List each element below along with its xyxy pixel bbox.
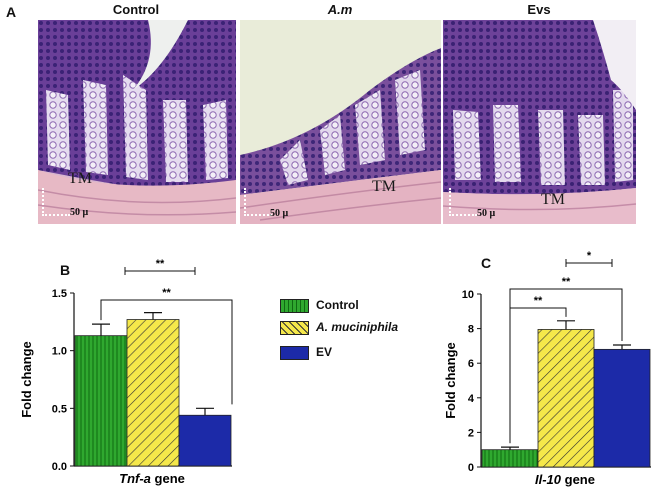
histology-image-evs: TM 50 μ bbox=[443, 20, 636, 224]
histology-drawing-evs bbox=[443, 20, 636, 224]
tissue-label-am: TM bbox=[372, 178, 396, 195]
chart-c-x-axis-suffix: gene bbox=[561, 472, 595, 487]
legend-label-ev: EV bbox=[316, 345, 333, 359]
legend-label-control: Control bbox=[316, 298, 359, 312]
chart-b-y-tick-label: 1.5 bbox=[52, 288, 67, 300]
chart-c-significance-label: ** bbox=[534, 295, 543, 307]
chart-b-significance-label: ** bbox=[156, 258, 165, 270]
panel-b-letter: B bbox=[60, 262, 71, 278]
scale-label-am: 50 μ bbox=[270, 208, 289, 219]
image-title-am: A.m bbox=[327, 2, 353, 17]
legend-swatch-control bbox=[280, 299, 309, 313]
chart-b-y-tick-label: 0.5 bbox=[52, 403, 67, 415]
tissue-label-evs: TM bbox=[541, 191, 565, 208]
scale-bar-evs bbox=[449, 188, 477, 216]
chart-b-y-tick-label: 1.0 bbox=[52, 346, 67, 358]
legend-swatch-akkermansia bbox=[280, 321, 309, 335]
chart-c-y-tick-label: 4 bbox=[468, 393, 475, 405]
scale-bar-control bbox=[42, 188, 70, 216]
chart-c-y-tick-label: 8 bbox=[468, 324, 474, 336]
chart-c-x-axis-gene: Il-10 bbox=[535, 472, 562, 487]
chart-b-y-tick-label: 0.0 bbox=[52, 461, 67, 473]
chart-c-bar-ev bbox=[593, 348, 651, 468]
chart-b-x-axis-label: Tnf-a gene bbox=[119, 471, 185, 486]
chart-c-significance-label: * bbox=[587, 250, 592, 262]
chart-b-significance-bracket bbox=[100, 299, 233, 405]
chart-c-y-tick-label: 2 bbox=[468, 427, 474, 439]
chart-b-significance-bracket bbox=[124, 267, 196, 275]
histology-image-am: TM 50 μ bbox=[240, 20, 441, 224]
chart-c-y-axis-label: Fold change bbox=[443, 342, 458, 419]
chart-b-significance-label: ** bbox=[162, 287, 171, 299]
chart-c-y-tick-label: 0 bbox=[468, 462, 474, 474]
chart-b-x-axis-suffix: gene bbox=[151, 471, 185, 486]
chart-b-bar-control bbox=[74, 335, 128, 467]
chart-b-bar-akkermansia bbox=[126, 319, 180, 467]
legend-label-akkermansia: A. muciniphila bbox=[316, 320, 399, 334]
legend-swatch-ev bbox=[280, 346, 309, 360]
chart-c-x-axis-label: Il-10 gene bbox=[535, 472, 595, 487]
scale-label-control: 50 μ bbox=[70, 207, 89, 218]
histology-image-control: TM 50 μ bbox=[38, 20, 236, 224]
scale-bar-am bbox=[244, 188, 272, 216]
tissue-label-control: TM bbox=[68, 170, 92, 187]
chart-c-y-tick-label: 10 bbox=[462, 289, 474, 301]
image-title-control: Control bbox=[112, 2, 160, 17]
panel-c-letter: C bbox=[481, 255, 492, 271]
chart-b: 0.0 0.5 1.0 1.5 ** ** Fold change Tnf-a gene bbox=[19, 258, 233, 486]
histology-drawing-control bbox=[38, 20, 236, 224]
chart-c-significance-bracket bbox=[565, 259, 613, 267]
chart-c-significance-label: ** bbox=[562, 276, 571, 288]
chart-c-bar-akkermansia bbox=[537, 329, 595, 468]
chart-b-bar-ev bbox=[178, 414, 232, 467]
chart-c-significance-bracket bbox=[509, 307, 567, 444]
histology-drawing-am bbox=[240, 20, 441, 224]
panel-a-letter: A bbox=[6, 4, 17, 20]
image-title-evs: Evs bbox=[527, 2, 551, 17]
chart-c-bar-control bbox=[481, 449, 539, 468]
chart-b-y-axis-label: Fold change bbox=[19, 341, 34, 418]
scale-label-evs: 50 μ bbox=[477, 208, 496, 219]
chart-c-y-tick-label: 6 bbox=[468, 358, 474, 370]
chart-b-x-axis-gene: Tnf-a bbox=[119, 471, 151, 486]
